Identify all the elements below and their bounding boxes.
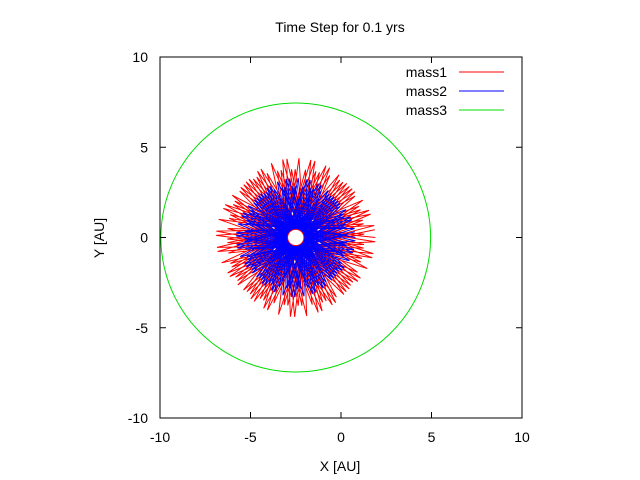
y-tick-label: 5 [140,139,148,155]
ticks-layer: -10 -5 0 5 10 -10 -5 0 5 10 [128,49,530,445]
legend-label-mass3: mass3 [406,102,447,118]
series-line-mass3 [160,102,432,373]
x-tick-label: 10 [514,429,530,445]
series-line-mass2 [235,177,356,298]
x-tick-label: 5 [428,429,436,445]
legend-label-mass1: mass1 [406,64,447,80]
x-tick-label: 0 [337,429,345,445]
series-layer [160,102,432,373]
y-tick-label: -10 [128,410,148,426]
chart-title: Time Step for 0.1 yrs [275,19,404,35]
x-axis-title: X [AU] [320,458,360,474]
y-tick-label: 0 [140,230,148,246]
legend-label-mass2: mass2 [406,83,447,99]
x-tick-label: -5 [244,429,257,445]
legend: mass1 mass2 mass3 [406,64,504,118]
y-tick-label: 10 [132,49,148,65]
x-tick-label: -10 [150,429,170,445]
y-tick-label: -5 [136,320,149,336]
y-axis-title: Y [AU] [91,218,107,258]
